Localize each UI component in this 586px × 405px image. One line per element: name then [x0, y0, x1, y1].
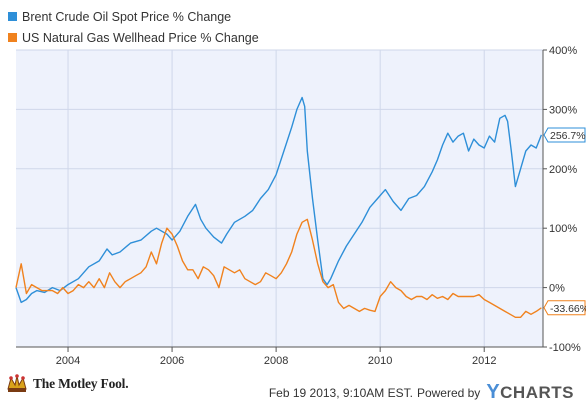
jester-hat-icon	[7, 374, 27, 392]
legend-swatch-brent	[8, 12, 17, 21]
ycharts-logo[interactable]: Y CHARTS	[486, 381, 574, 404]
x-tick-label: 2010	[368, 355, 392, 367]
plot-area	[16, 50, 543, 347]
attribution: Feb 19 2013, 9:10AM EST. Powered by Y CH…	[269, 381, 574, 404]
y-tick-label: 200%	[549, 164, 577, 176]
x-tick-label: 2008	[264, 355, 288, 367]
y-tick-label: 400%	[549, 45, 577, 57]
end-label-box	[543, 300, 586, 316]
y-tick-label: 100%	[549, 223, 577, 235]
x-tick-label: 2004	[56, 355, 80, 367]
series-line-brent	[15, 96, 543, 304]
legend-label-gas: US Natural Gas Wellhead Price % Change	[22, 30, 259, 45]
legend: Brent Crude Oil Spot Price % Change US N…	[8, 6, 259, 48]
end-labels: 256.7% -33.66%	[543, 127, 586, 316]
x-tick-label: 2006	[160, 355, 184, 367]
end-label-text: 256.7%	[550, 130, 586, 142]
end-label-box	[543, 127, 586, 143]
powered-by-text: Powered by	[416, 385, 481, 400]
end-label-gas: -33.66%	[543, 300, 586, 316]
x-axis: 2004 2006 2008 2010 2012	[16, 346, 543, 367]
y-tick-label: 300%	[549, 104, 577, 116]
ycharts-logo-y: Y	[486, 381, 501, 403]
y-axis: -100% 0% 100% 200% 300% 400%	[542, 45, 581, 354]
series-line-gas	[15, 218, 542, 318]
end-label-brent: 256.7%	[543, 127, 586, 143]
ycharts-logo-text: CHARTS	[500, 382, 574, 402]
y-tick-label: -100%	[549, 342, 581, 354]
motley-fool-logo: The Motley Fool.	[6, 373, 129, 395]
legend-swatch-gas	[8, 33, 17, 42]
y-tick-label: 0%	[549, 283, 565, 295]
series-layer	[15, 96, 543, 318]
brand-name: The Motley Fool.	[33, 376, 129, 391]
x-tick-label: 2012	[472, 355, 496, 367]
legend-item-brent[interactable]: Brent Crude Oil Spot Price % Change	[8, 6, 259, 27]
legend-item-gas[interactable]: US Natural Gas Wellhead Price % Change	[8, 27, 259, 48]
legend-label-brent: Brent Crude Oil Spot Price % Change	[22, 9, 232, 24]
end-label-text: -33.66%	[550, 303, 586, 315]
timestamp: Feb 19 2013, 9:10AM EST.	[268, 385, 413, 400]
